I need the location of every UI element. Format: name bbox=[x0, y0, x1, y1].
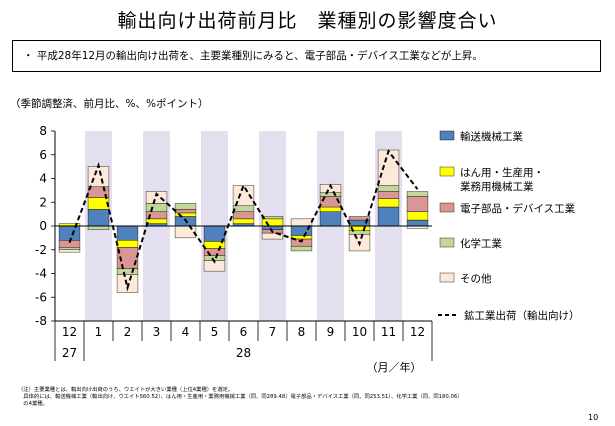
y-tick-label: 8 bbox=[39, 124, 47, 138]
legend-label-4: その他 bbox=[460, 272, 492, 285]
x-tick-label: 10 bbox=[352, 325, 367, 339]
axes bbox=[54, 131, 433, 361]
bar-segment-3 bbox=[377, 185, 400, 192]
summary-box: ・ 平成28年12月の輸出向け出荷を、主要業種別にみると、電子部品・デバイス工業… bbox=[12, 40, 601, 72]
x-year-label: 27 bbox=[62, 346, 77, 360]
slide-title: 輸出向け出荷前月比 業種別の影響度合い bbox=[117, 10, 498, 32]
bar-segment-1 bbox=[261, 218, 284, 227]
y-tick-label: -8 bbox=[35, 314, 47, 328]
footnote: （注）主要業種とは、輸出向け出荷のうち、ウエイトが大きい業種（上位4業種）を選定… bbox=[18, 387, 538, 409]
bar-segment-3 bbox=[116, 268, 139, 275]
bar-segment-3 bbox=[87, 225, 110, 230]
bar-segment-2 bbox=[406, 196, 429, 212]
x-tick-label: 5 bbox=[211, 325, 219, 339]
bar-segment-4 bbox=[87, 166, 110, 188]
legend-swatch-3 bbox=[439, 237, 455, 248]
x-tick-label: 9 bbox=[327, 325, 335, 339]
bar-segment-3 bbox=[145, 203, 168, 212]
bar-segment-0 bbox=[58, 225, 81, 241]
bar-segment-2 bbox=[348, 216, 371, 221]
x-tick-label: 2 bbox=[124, 325, 132, 339]
bar-segment-3 bbox=[203, 255, 226, 261]
x-tick-label: 3 bbox=[153, 325, 161, 339]
unit-label: （季節調整済、前月比、%、%ポイント） bbox=[10, 98, 209, 110]
bar-segment-4 bbox=[290, 218, 313, 227]
x-tick-label: 1 bbox=[95, 325, 103, 339]
bar-segment-1 bbox=[406, 211, 429, 221]
y-tick-label: -2 bbox=[35, 243, 47, 257]
bar-segment-0 bbox=[406, 219, 429, 227]
bar-segment-1 bbox=[377, 198, 400, 208]
bar-segment-2 bbox=[377, 191, 400, 199]
legend-swatch-2 bbox=[439, 202, 455, 213]
x-axis-unit-note: （月／年） bbox=[367, 360, 422, 374]
bar-segment-4 bbox=[261, 232, 284, 240]
y-tick-label: -4 bbox=[35, 267, 47, 281]
bar-segment-2 bbox=[232, 211, 255, 220]
bar-segment-1 bbox=[116, 240, 139, 248]
bar-segment-3 bbox=[58, 247, 81, 250]
total-line bbox=[68, 149, 419, 292]
x-year-label: 28 bbox=[236, 346, 251, 360]
footnote-line: （注）主要業種とは、輸出向け出荷のうち、ウエイトが大きい業種（上位4業種）を選定… bbox=[18, 387, 234, 393]
legend-label-1: 業務用機械工業 bbox=[460, 180, 534, 193]
legend-swatch-4 bbox=[439, 272, 455, 283]
x-tick-label: 12 bbox=[62, 325, 77, 339]
bar-segment-0 bbox=[87, 209, 110, 227]
y-tick-label: 4 bbox=[39, 172, 47, 186]
bar-segment-4 bbox=[174, 225, 197, 239]
legend-label-3: 化学工業 bbox=[460, 237, 502, 250]
bar-segment-3 bbox=[290, 245, 313, 252]
bar-segment-3 bbox=[406, 191, 429, 197]
bar-segment-1 bbox=[232, 218, 255, 224]
stacked-bars bbox=[58, 149, 429, 293]
y-tick-label: 0 bbox=[39, 219, 47, 233]
page-number: 10 bbox=[588, 413, 599, 422]
bar-segment-3 bbox=[174, 203, 197, 210]
bar-segment-0 bbox=[319, 211, 342, 227]
y-tick-label: 2 bbox=[39, 195, 47, 209]
legend-swatch-0 bbox=[439, 130, 455, 141]
bar-segment-0 bbox=[377, 206, 400, 227]
x-tick-label: 11 bbox=[381, 325, 396, 339]
legend-label-line: 鉱工業出荷（輸出向け） bbox=[464, 309, 580, 322]
x-tick-label: 8 bbox=[298, 325, 306, 339]
bar-segment-0 bbox=[203, 225, 226, 242]
bar-segment-1 bbox=[145, 218, 168, 224]
y-tick-label: -6 bbox=[35, 290, 47, 304]
bar-segment-1 bbox=[87, 197, 110, 210]
bar-segment-1 bbox=[319, 206, 342, 212]
footnote-line: 具体的には、輸送機械工業（輸出向け、ウエイト560.52）、はん用・生産用・業務… bbox=[18, 394, 463, 401]
bar-segment-3 bbox=[319, 192, 342, 197]
legend-swatch-1 bbox=[439, 166, 455, 177]
gridlines bbox=[51, 130, 55, 322]
bar-segment-2 bbox=[174, 209, 197, 214]
bar-segment-4 bbox=[145, 191, 168, 204]
x-tick-label: 4 bbox=[182, 325, 190, 339]
bar-segment-3 bbox=[261, 216, 284, 220]
bar-segment-0 bbox=[116, 225, 139, 241]
bar-segment-4 bbox=[377, 149, 400, 186]
legend-label-1: はん用・生産用・ bbox=[460, 166, 544, 179]
x-tick-label: 6 bbox=[240, 325, 248, 339]
bar-segment-4 bbox=[58, 249, 81, 253]
x-tick-label: 7 bbox=[269, 325, 277, 339]
y-tick-label: 6 bbox=[39, 148, 47, 162]
legend: 輸送機械工業はん用・生産用・業務用機械工業電子部品・デバイス工業化学工業その他鉱… bbox=[438, 130, 580, 322]
legend-label-0: 輸送機械工業 bbox=[460, 130, 523, 143]
bar-segment-3 bbox=[232, 205, 255, 212]
bar-segment-0 bbox=[261, 225, 284, 230]
legend-label-2: 電子部品・デバイス工業 bbox=[460, 202, 576, 215]
footnote-line: の4業種。 bbox=[18, 401, 48, 408]
x-tick-label: 12 bbox=[410, 325, 425, 339]
